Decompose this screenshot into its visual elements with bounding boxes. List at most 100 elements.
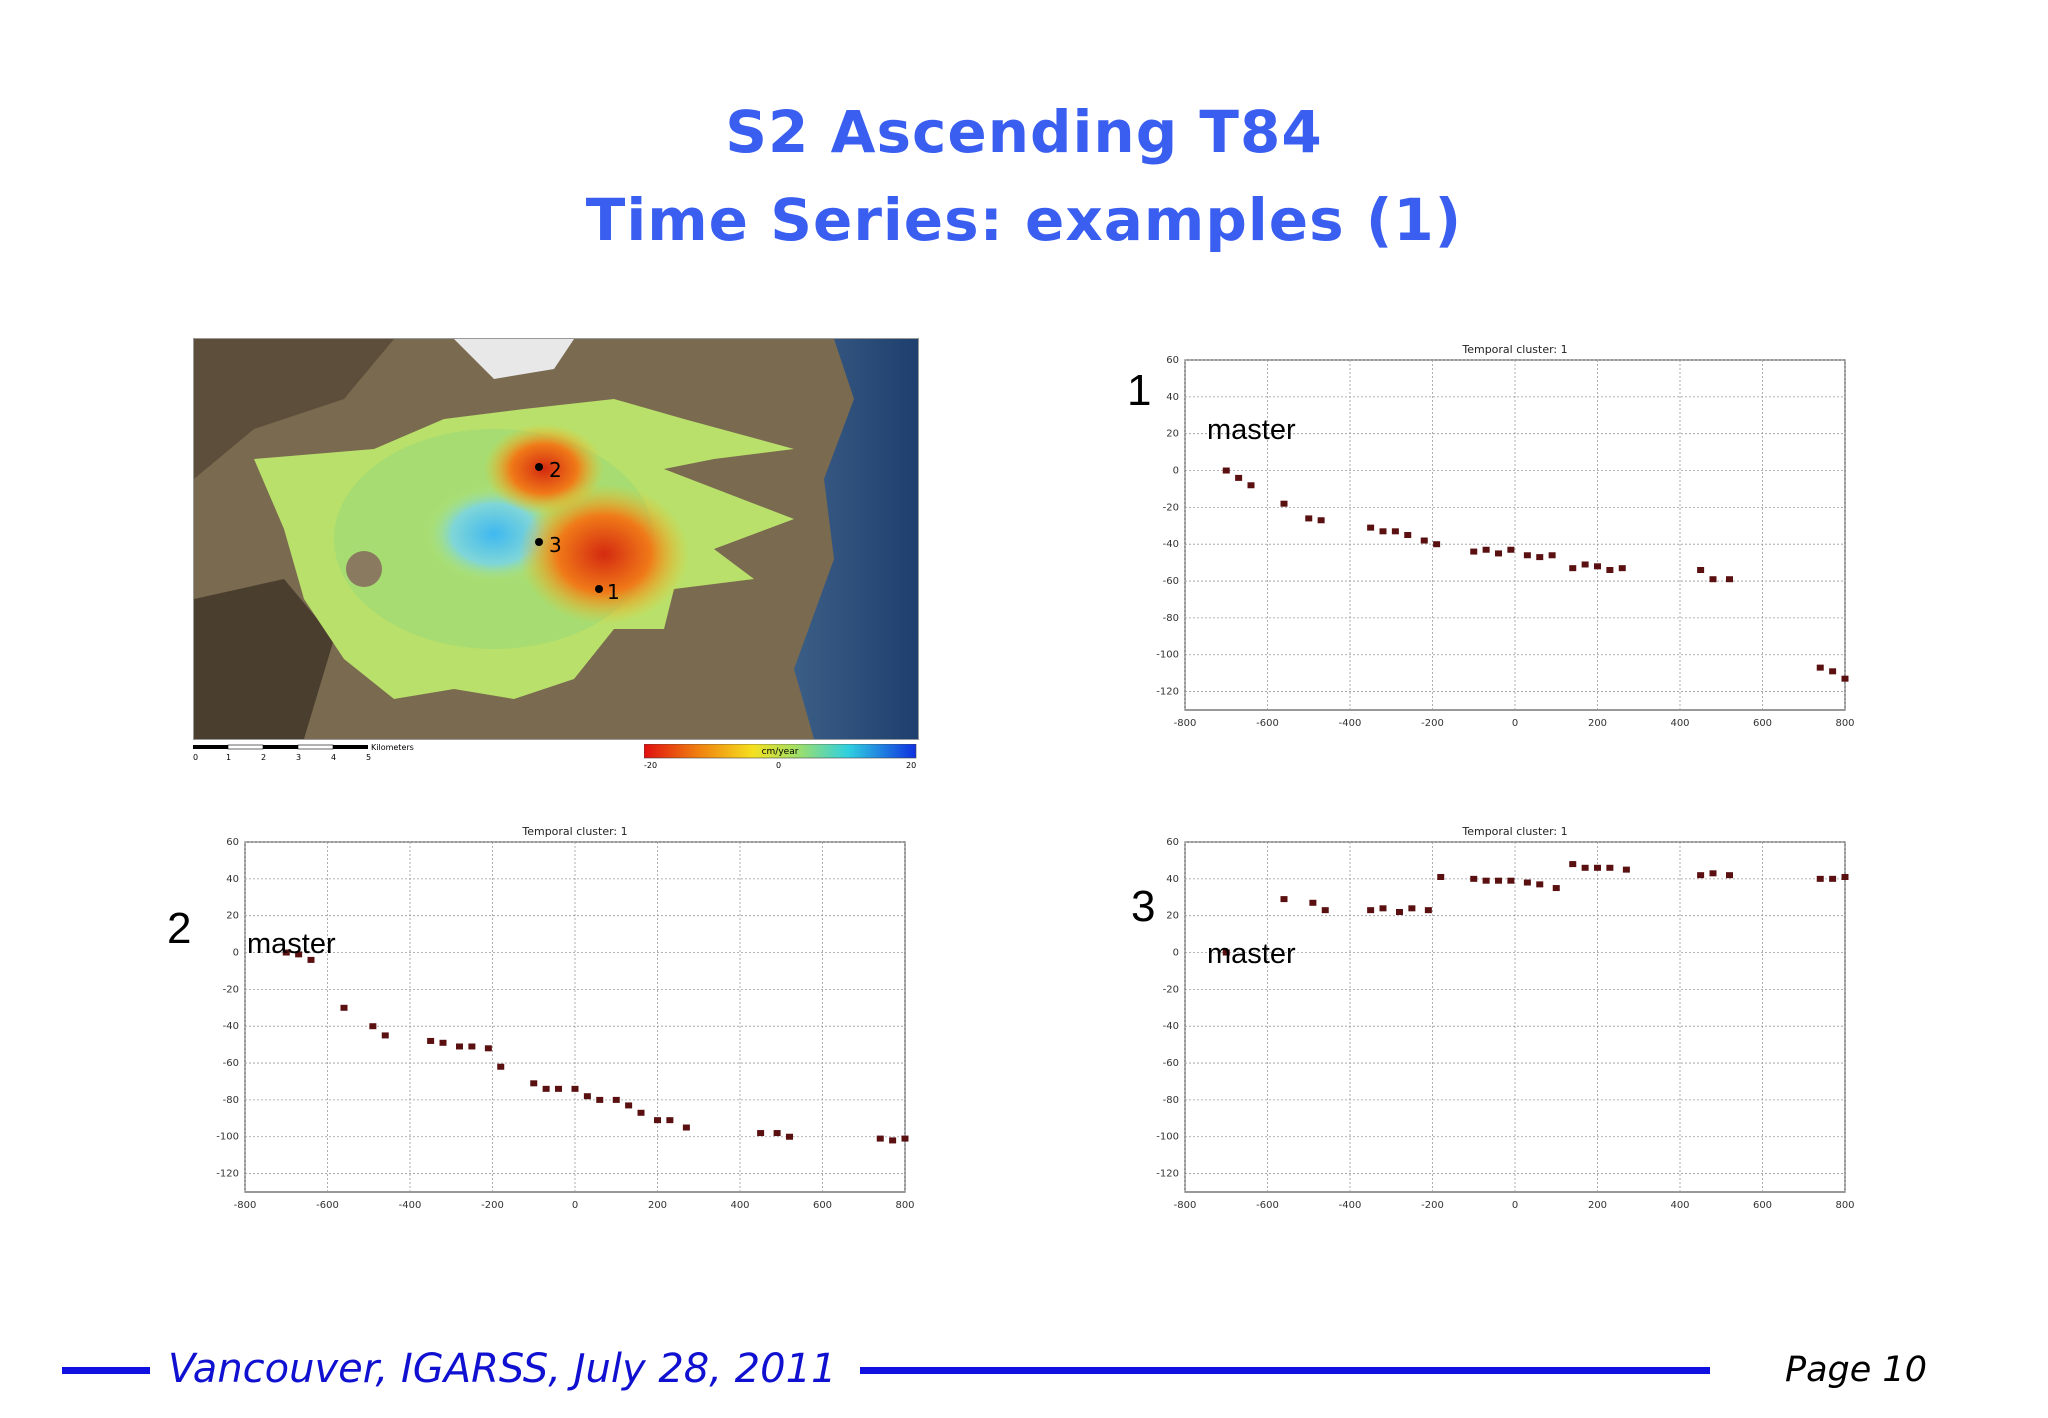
colorbar-legend: cm/year -20 0 20 [643,743,920,778]
data-point [1470,548,1478,555]
data-point [530,1080,538,1087]
data-point [1280,500,1288,507]
data-point [682,1124,690,1131]
scale-label: Kilometers [371,744,414,752]
y-tick-label: -40 [223,1021,239,1032]
y-tick-label: 20 [1166,429,1179,440]
x-tick-label: -400 [1339,718,1362,729]
y-tick-label: 60 [1166,837,1179,848]
x-tick-label: 800 [1835,1200,1854,1211]
data-point [1396,909,1403,915]
data-point [1317,517,1325,524]
x-tick-label: -600 [316,1200,339,1211]
colorbar-tick: 20 [906,761,916,770]
data-point [1424,907,1432,914]
panel-label: 2 [167,904,192,953]
data-point [786,1133,793,1140]
x-tick-label: 200 [1588,1200,1607,1211]
footer-rule-left [62,1367,150,1374]
footer-rule-right [860,1367,1710,1374]
x-tick-label: 400 [1670,1200,1689,1211]
data-point [1622,866,1630,873]
data-point [1235,474,1243,481]
data-point [1581,864,1589,871]
x-tick-label: 0 [572,1200,578,1211]
data-point [1618,565,1626,572]
slide-title: S2 Ascending T84 [725,98,1323,166]
data-point [1709,576,1717,583]
data-point [1594,563,1601,570]
y-tick-label: -120 [1156,1169,1179,1180]
data-point [612,1096,620,1103]
y-tick-label: 20 [1166,911,1179,922]
crater [346,551,382,587]
data-point [1367,524,1375,531]
data-point [583,1093,591,1100]
y-tick-label: 20 [226,911,239,922]
data-point [1507,546,1515,553]
page-number: Page 10 [1785,1350,1927,1390]
point-marker [535,463,543,471]
data-point [1379,905,1387,912]
panel-label: 1 [1127,366,1152,415]
data-point [1552,885,1560,892]
data-point [1726,576,1733,583]
data-point [1305,515,1313,522]
x-tick-label: -400 [399,1200,422,1211]
x-tick-label: -600 [1256,1200,1279,1211]
data-point [282,949,290,956]
y-tick-label: 40 [1166,874,1179,885]
y-tick-label: -60 [223,1058,239,1069]
data-point [484,1045,492,1052]
colorbar-title: cm/year [762,747,799,757]
data-point [1569,861,1577,868]
y-tick-label: -80 [1163,1095,1179,1106]
data-point [542,1085,550,1092]
data-point [1495,550,1502,557]
data-point [439,1039,447,1046]
data-point [1536,554,1544,561]
data-point [1367,907,1375,914]
x-tick-label: 0 [1512,718,1518,729]
data-point [1841,874,1849,880]
y-tick-label: -20 [223,984,239,995]
terrain-dark [194,339,394,479]
scale-tick: 0 [193,753,198,762]
y-tick-label: -100 [216,1132,239,1143]
y-tick-label: -100 [1156,650,1179,661]
data-point [1495,877,1502,884]
x-tick-label: -400 [1339,1200,1362,1211]
data-point [637,1109,645,1116]
data-point [468,1043,476,1050]
chart-title: Temporal cluster: 1 [1461,825,1567,838]
data-point [1309,899,1317,906]
colorbar-tick: 0 [776,761,781,770]
data-point [1594,864,1601,871]
x-tick-label: -800 [1174,718,1197,729]
data-point [1841,675,1849,682]
data-point [1437,874,1445,880]
data-point [1222,467,1230,474]
y-tick-label: -100 [1156,1132,1179,1143]
master-annotation: master [1207,938,1296,970]
time-series-chart-1: Temporal cluster: 1 -800 -600 -400 -200 0 200 4… [1130,338,1866,762]
scale-tick: 4 [331,753,336,762]
data-point [1408,905,1416,912]
point-label: 3 [549,533,562,557]
y-tick-label: -80 [1163,613,1179,624]
y-tick-label: 40 [1166,392,1179,403]
data-point [497,1063,505,1070]
data-point [427,1037,435,1044]
panel-label: 3 [1131,882,1156,931]
data-point [1726,872,1733,879]
x-tick-label: 600 [813,1200,832,1211]
point-marker [535,538,543,546]
slide-subtitle: Time Series: examples (1) [585,186,1463,254]
data-point [1697,872,1705,879]
plot-area [1184,359,1846,711]
data-point [1569,565,1577,572]
chart-svg: Temporal cluster: 1-800 -600 -400 -200 0 200 4… [1156,825,1854,1211]
data-point [307,956,315,963]
point-marker [595,585,603,593]
y-tick-label: 0 [1173,466,1179,477]
